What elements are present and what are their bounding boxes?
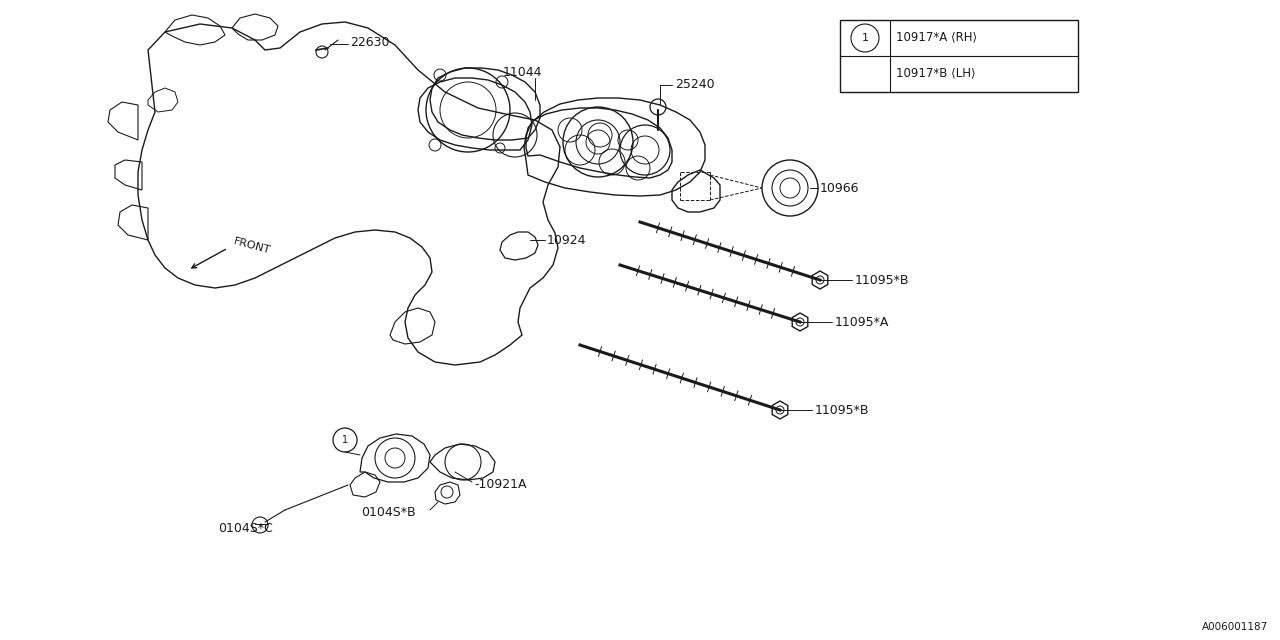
FancyBboxPatch shape (840, 20, 1078, 92)
Text: 1: 1 (861, 33, 869, 43)
Text: 25240: 25240 (675, 79, 714, 92)
Polygon shape (813, 271, 828, 289)
Text: 11095*A: 11095*A (835, 316, 890, 328)
Text: 0104S*C: 0104S*C (218, 522, 273, 534)
Text: A006001187: A006001187 (1202, 622, 1268, 632)
Text: 11044: 11044 (502, 65, 541, 79)
Text: 11095*B: 11095*B (855, 273, 910, 287)
Text: 10966: 10966 (820, 182, 859, 195)
Polygon shape (792, 313, 808, 331)
Text: -10921A: -10921A (474, 477, 526, 490)
Text: 1: 1 (342, 435, 348, 445)
Text: 10924: 10924 (547, 234, 586, 246)
Text: 0104S*B: 0104S*B (361, 506, 415, 518)
Text: 11095*B: 11095*B (815, 403, 869, 417)
Text: 10917*A ⟨RH⟩: 10917*A ⟨RH⟩ (896, 31, 977, 44)
Polygon shape (772, 401, 787, 419)
Text: 22630: 22630 (349, 36, 389, 49)
Text: 10917*B ⟨LH⟩: 10917*B ⟨LH⟩ (896, 67, 975, 80)
Text: FRONT: FRONT (232, 236, 271, 256)
